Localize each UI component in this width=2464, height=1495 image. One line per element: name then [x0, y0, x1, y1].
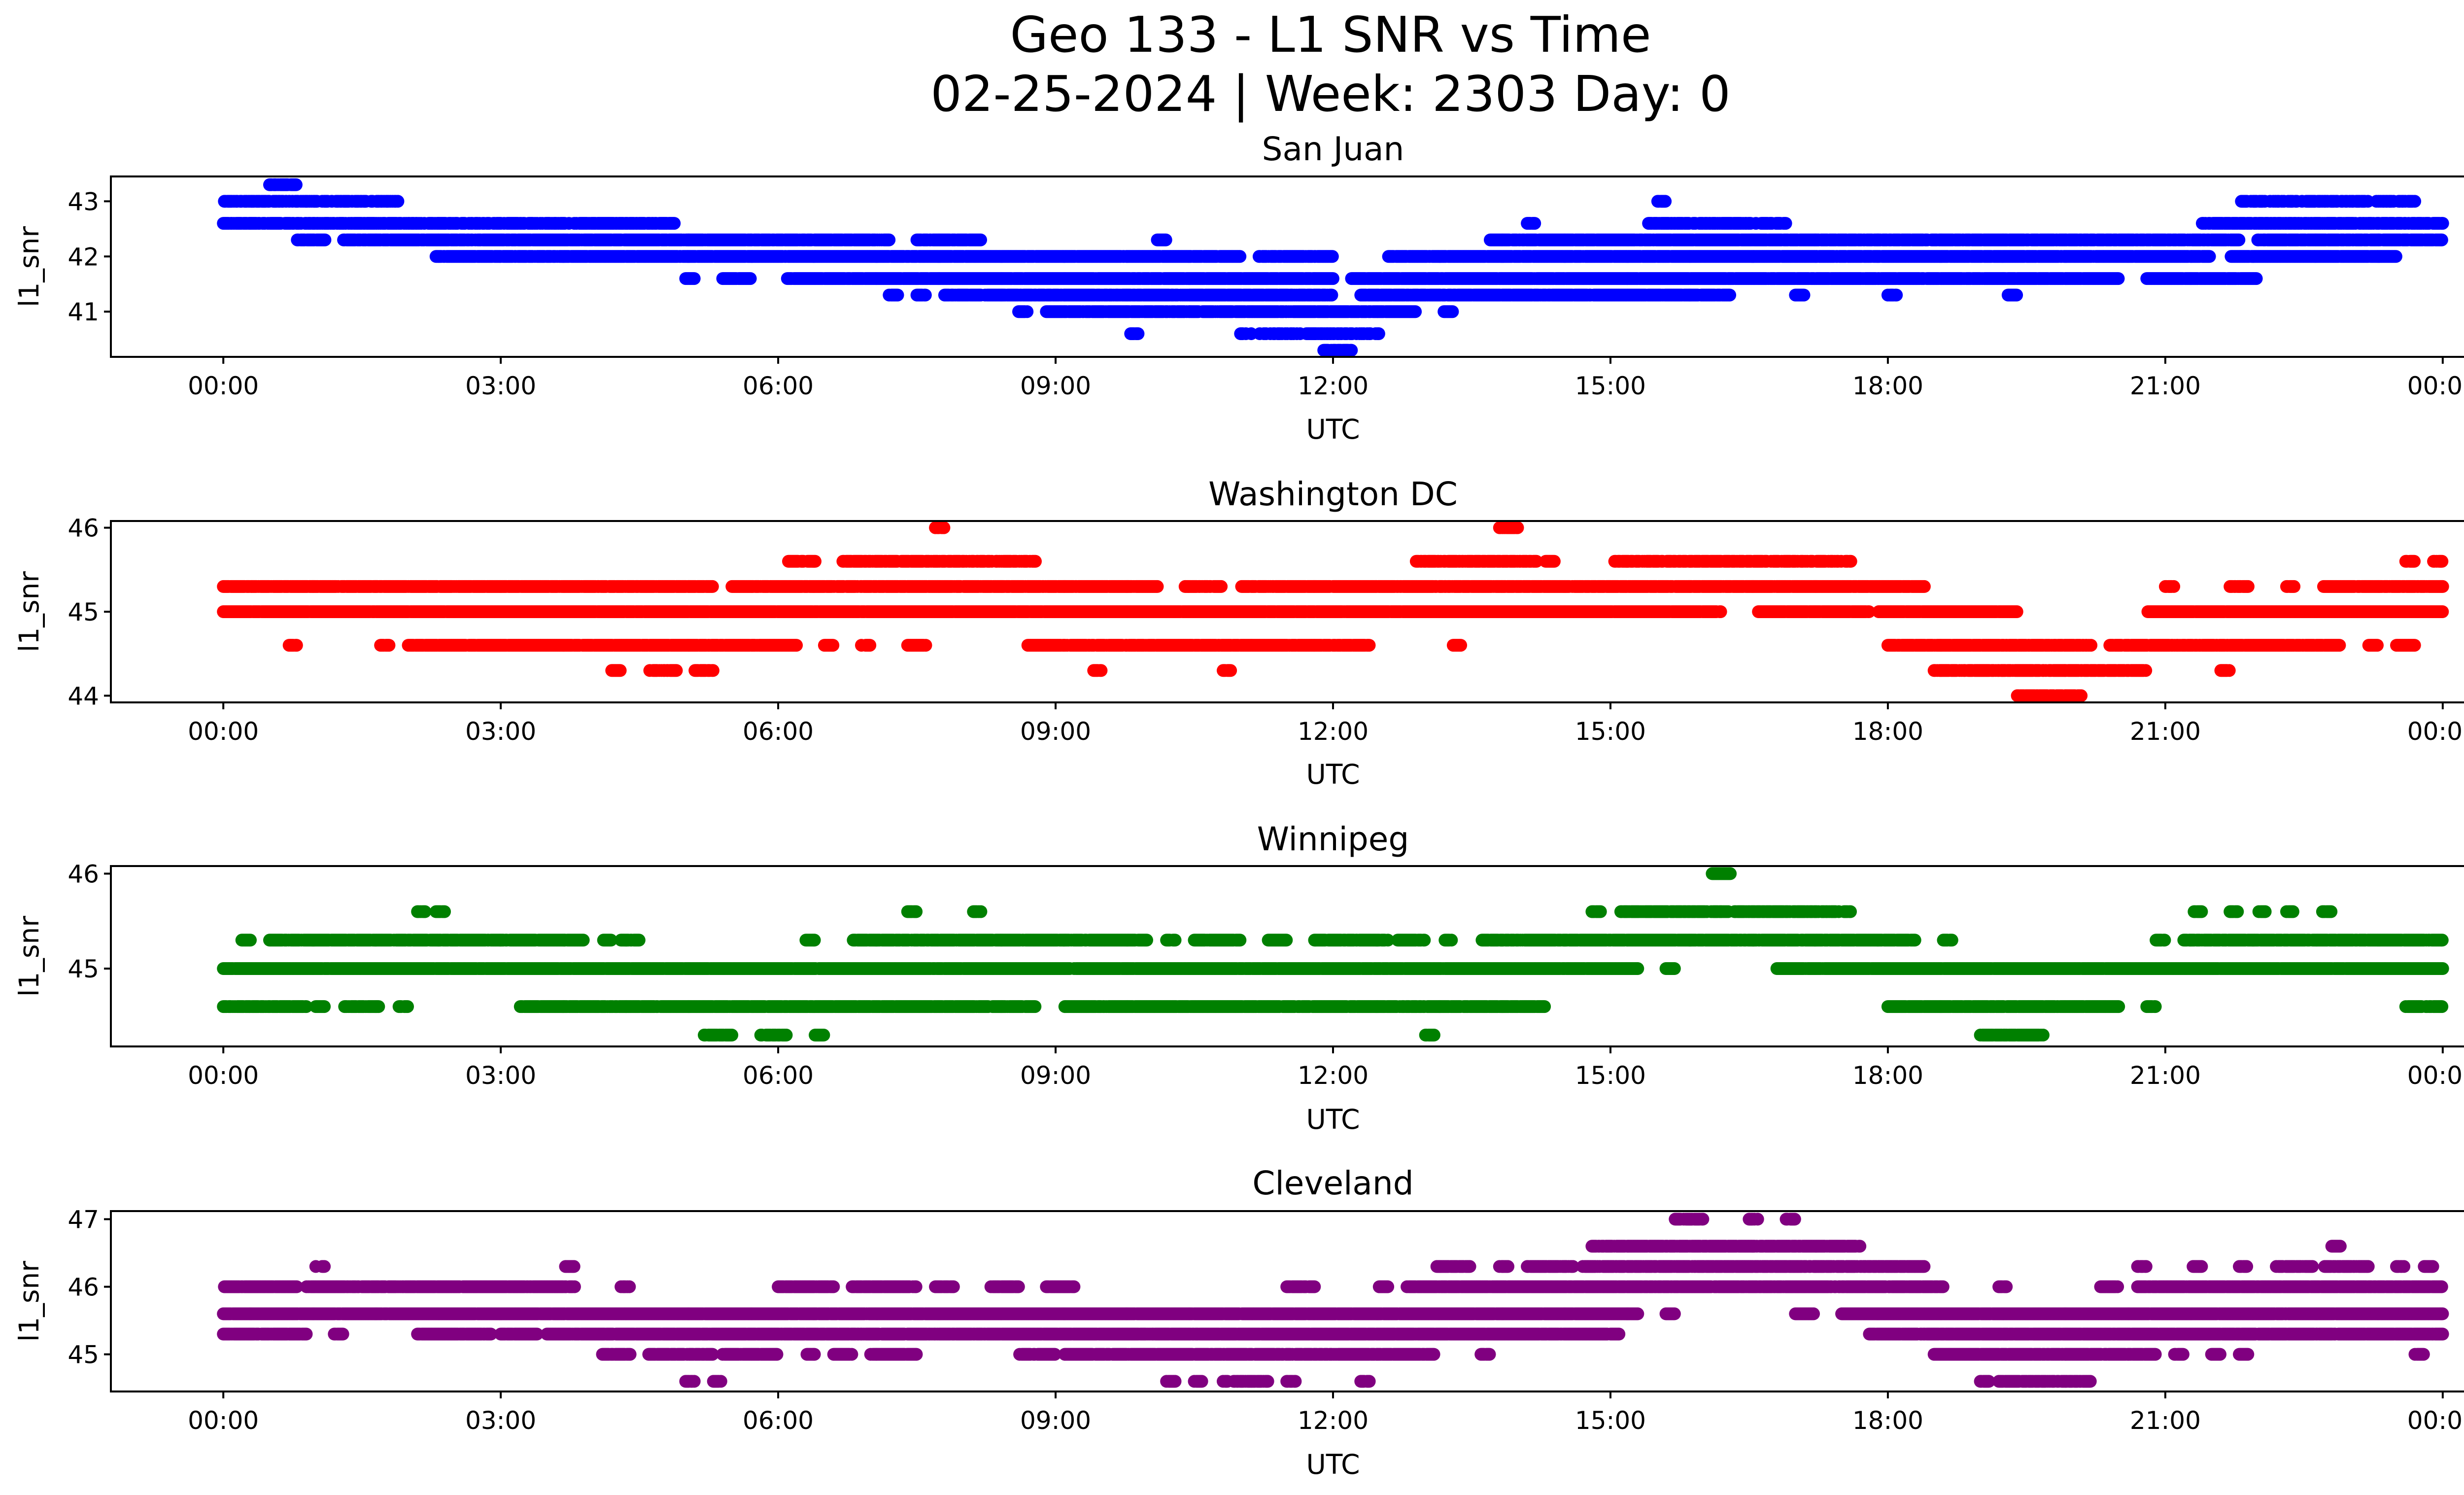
data-point [744, 272, 757, 285]
figure-title-line2: 02-25-2024 | Week: 2303 Day: 0 [930, 65, 1730, 123]
data-point [2435, 234, 2448, 246]
data-point [668, 217, 681, 230]
data-point [318, 234, 331, 246]
data-point [974, 234, 987, 246]
data-points [217, 178, 2449, 357]
figure: Geo 133 - L1 SNR vs Time 02-25-2024 | We… [0, 0, 2464, 1495]
data-point [1659, 195, 1672, 208]
data-point [2436, 217, 2449, 230]
figure-title-line1: Geo 133 - L1 SNR vs Time [1010, 6, 1651, 64]
data-point [1528, 217, 1541, 230]
data-point [2390, 250, 2402, 263]
subplot-san-juan: San Juan UTC l1_snr 00:00 03:00 06:00 09:00… [13, 130, 2464, 445]
data-point [290, 178, 303, 191]
data-point [2232, 234, 2245, 246]
data-point [1160, 234, 1172, 246]
data-point [2112, 272, 2125, 285]
data-point [1780, 217, 1792, 230]
data-point [1326, 250, 1339, 263]
data-point [688, 272, 701, 285]
data-point [1233, 250, 1246, 263]
data-point [2408, 195, 2421, 208]
data-point [2203, 250, 2216, 263]
data-point [883, 234, 895, 246]
data-point [391, 195, 404, 208]
data-point [1327, 272, 1339, 285]
